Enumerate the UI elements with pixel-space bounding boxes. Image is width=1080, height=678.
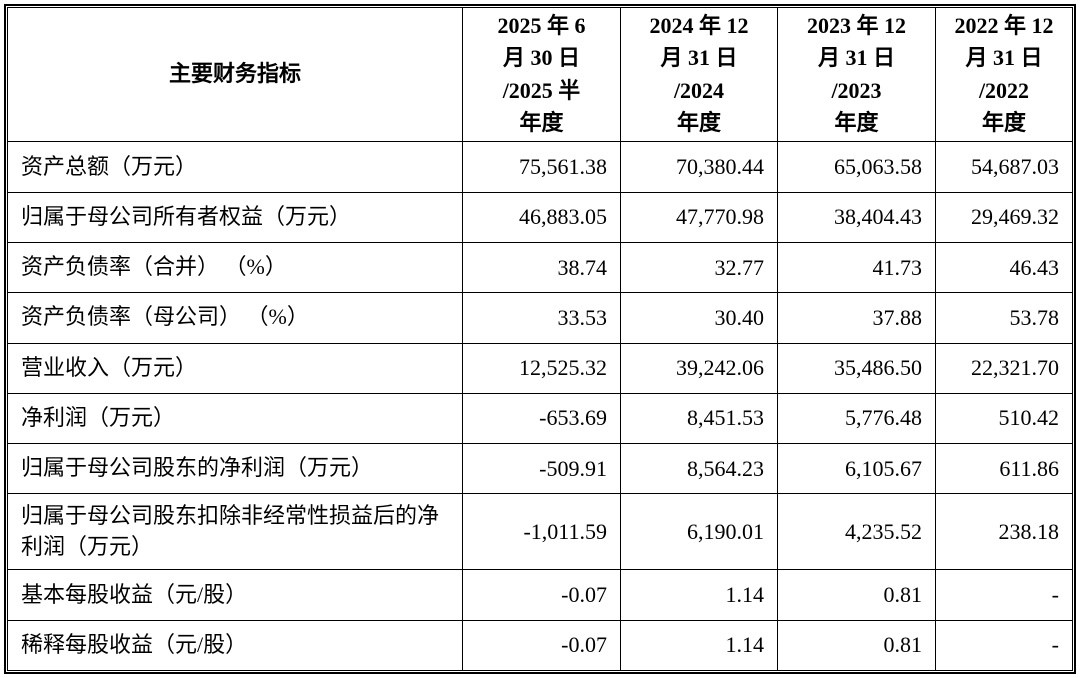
cell-value: 41.73 <box>777 241 936 294</box>
header-period-2025h1: 2025 年 6 月 30 日 /2025 半 年度 <box>462 6 621 143</box>
table-body: 资产总额（万元） 75,561.38 70,380.44 65,063.58 5… <box>7 141 1073 672</box>
cell-value: -1,011.59 <box>462 493 621 571</box>
cell-value: 29,469.32 <box>935 191 1073 243</box>
cell-value: 1.14 <box>620 569 778 621</box>
cell-value: -653.69 <box>462 392 621 445</box>
cell-value: 6,190.01 <box>620 493 778 571</box>
row-label: 稀释每股收益（元/股） <box>7 619 463 672</box>
cell-value: 75,561.38 <box>462 141 621 193</box>
cell-value: -0.07 <box>462 619 621 672</box>
cell-value: 0.81 <box>777 619 936 672</box>
cell-value: 611.86 <box>935 443 1073 495</box>
header-indicator-label: 主要财务指标 <box>7 6 463 143</box>
cell-value: 53.78 <box>935 292 1073 344</box>
row-label: 营业收入（万元） <box>7 342 463 394</box>
cell-value: 0.81 <box>777 569 936 621</box>
cell-value: 30.40 <box>620 292 778 344</box>
cell-value: 47,770.98 <box>620 191 778 243</box>
cell-value: 1.14 <box>620 619 778 672</box>
cell-value: 238.18 <box>935 493 1073 571</box>
table-row-net-profit: 净利润（万元） -653.69 8,451.53 5,776.48 510.42 <box>7 392 1073 445</box>
table-row-total-assets: 资产总额（万元） 75,561.38 70,380.44 65,063.58 5… <box>7 141 1073 193</box>
row-label: 资产总额（万元） <box>7 141 463 193</box>
cell-value: 39,242.06 <box>620 342 778 394</box>
header-period-2024: 2024 年 12 月 31 日 /2024 年度 <box>620 6 778 143</box>
cell-value: 32.77 <box>620 241 778 294</box>
cell-value: -509.91 <box>462 443 621 495</box>
table-row-debt-ratio-parent: 资产负债率（母公司） （%） 33.53 30.40 37.88 53.78 <box>7 292 1073 344</box>
cell-value: - <box>935 569 1073 621</box>
cell-value: 8,451.53 <box>620 392 778 445</box>
header-period-2022: 2022 年 12 月 31 日 /2022 年度 <box>935 6 1073 143</box>
cell-value: 22,321.70 <box>935 342 1073 394</box>
cell-value: 510.42 <box>935 392 1073 445</box>
cell-value: 4,235.52 <box>777 493 936 571</box>
cell-value: 35,486.50 <box>777 342 936 394</box>
cell-value: 33.53 <box>462 292 621 344</box>
cell-value: 70,380.44 <box>620 141 778 193</box>
row-label: 归属于母公司股东的净利润（万元） <box>7 443 463 495</box>
table-row-operating-revenue: 营业收入（万元） 12,525.32 39,242.06 35,486.50 2… <box>7 342 1073 394</box>
cell-value: 38,404.43 <box>777 191 936 243</box>
cell-value: 6,105.67 <box>777 443 936 495</box>
cell-value: -0.07 <box>462 569 621 621</box>
row-label: 资产负债率（母公司） （%） <box>7 292 463 344</box>
table-row-parent-equity: 归属于母公司所有者权益（万元） 46,883.05 47,770.98 38,4… <box>7 191 1073 243</box>
header-period-2023: 2023 年 12 月 31 日 /2023 年度 <box>777 6 936 143</box>
cell-value: 12,525.32 <box>462 342 621 394</box>
table-header: 主要财务指标 2025 年 6 月 30 日 /2025 半 年度 2024 年… <box>7 6 1073 143</box>
cell-value: 38.74 <box>462 241 621 294</box>
table-row-net-profit-parent-excl-nonrecurring: 归属于母公司股东扣除非经常性损益后的净利润（万元） -1,011.59 6,19… <box>7 493 1073 571</box>
cell-value: 8,564.23 <box>620 443 778 495</box>
header-row: 主要财务指标 2025 年 6 月 30 日 /2025 半 年度 2024 年… <box>7 6 1073 143</box>
cell-value: 5,776.48 <box>777 392 936 445</box>
row-label: 归属于母公司所有者权益（万元） <box>7 191 463 243</box>
cell-value: 46.43 <box>935 241 1073 294</box>
row-label: 基本每股收益（元/股） <box>7 569 463 621</box>
cell-value: 65,063.58 <box>777 141 936 193</box>
table-row-debt-ratio-consolidated: 资产负债率（合并） （%） 38.74 32.77 41.73 46.43 <box>7 241 1073 294</box>
financial-indicators-table: 主要财务指标 2025 年 6 月 30 日 /2025 半 年度 2024 年… <box>7 6 1073 672</box>
row-label: 归属于母公司股东扣除非经常性损益后的净利润（万元） <box>7 493 463 571</box>
table-row-basic-eps: 基本每股收益（元/股） -0.07 1.14 0.81 - <box>7 569 1073 621</box>
row-label: 净利润（万元） <box>7 392 463 445</box>
cell-value: 37.88 <box>777 292 936 344</box>
table-row-diluted-eps: 稀释每股收益（元/股） -0.07 1.14 0.81 - <box>7 619 1073 672</box>
cell-value: 46,883.05 <box>462 191 621 243</box>
financial-table-border: 主要财务指标 2025 年 6 月 30 日 /2025 半 年度 2024 年… <box>4 4 1076 674</box>
cell-value: 54,687.03 <box>935 141 1073 193</box>
cell-value: - <box>935 619 1073 672</box>
table-row-net-profit-parent: 归属于母公司股东的净利润（万元） -509.91 8,564.23 6,105.… <box>7 443 1073 495</box>
row-label: 资产负债率（合并） （%） <box>7 241 463 294</box>
